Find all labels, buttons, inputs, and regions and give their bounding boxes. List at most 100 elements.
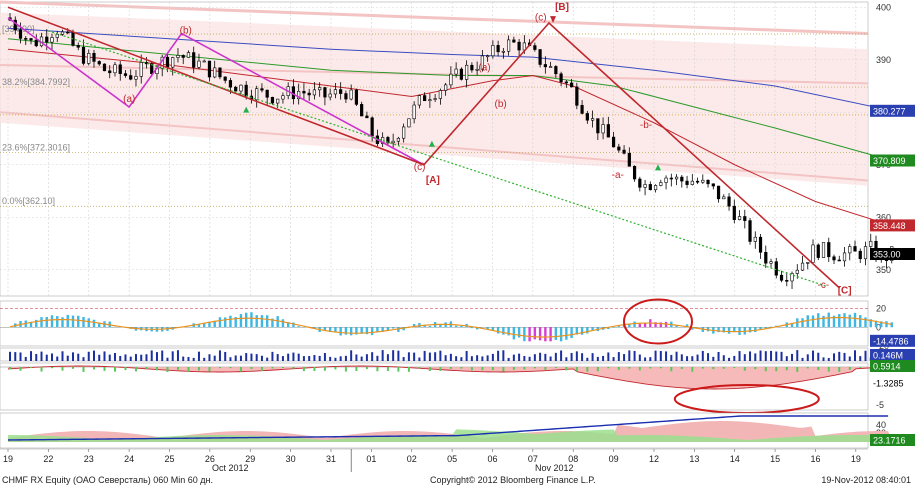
oscillator-tag-text: -14.4786 xyxy=(873,336,909,346)
volume-bar xyxy=(449,353,452,361)
volume-bar xyxy=(260,355,263,361)
candle-body xyxy=(664,177,668,183)
oscillator-bar xyxy=(748,327,752,333)
x-tick-label-16: 12 xyxy=(649,454,659,464)
volume-bar xyxy=(360,356,363,361)
oscillator-bar xyxy=(360,327,363,334)
volume-bar xyxy=(544,353,547,361)
oscillator-bar xyxy=(224,317,227,328)
oscillator-bar xyxy=(365,327,369,335)
candle-body xyxy=(549,66,553,68)
oscillator-bar xyxy=(61,317,64,328)
volume-bar xyxy=(423,350,426,361)
candle-body xyxy=(449,73,453,86)
momentum-green-bar xyxy=(124,367,127,371)
oscillator-bars xyxy=(8,312,893,342)
oscillator-bar xyxy=(638,323,642,328)
candle-body xyxy=(601,124,605,134)
momentum-tag-green-text: 0.5914 xyxy=(873,362,901,372)
momentum-green-bar xyxy=(218,367,221,369)
volume-bar xyxy=(596,356,599,361)
oscillator-bar xyxy=(386,327,390,331)
volume-bar xyxy=(791,353,794,361)
magenta-wave-line xyxy=(7,17,425,166)
x-tick-label-19: 15 xyxy=(770,454,780,464)
volume-bar xyxy=(108,354,111,361)
price-tick-label-0: 350 xyxy=(876,265,891,275)
volume-bar xyxy=(334,357,337,361)
candle-body xyxy=(318,87,322,91)
wave-label-10: -c- xyxy=(818,280,830,291)
momentum-tag-red-bg xyxy=(870,377,915,389)
candle-body xyxy=(680,176,684,182)
oscillator-bar xyxy=(817,313,820,328)
candle-body xyxy=(118,64,122,74)
momentum-green-bar xyxy=(344,367,347,372)
oscillator-bar xyxy=(885,321,888,328)
oscillator-bar xyxy=(486,327,489,329)
oscillator-bar xyxy=(475,327,479,330)
momentum-green-bar xyxy=(418,367,421,369)
green-up-marker-1 xyxy=(428,140,435,147)
candle-body xyxy=(517,41,521,51)
x-tick-label-6: 29 xyxy=(245,454,255,464)
oscillator-bar xyxy=(853,312,857,328)
candle-body xyxy=(244,84,248,97)
candle-body xyxy=(564,81,568,84)
wave-label-0: (a) xyxy=(123,94,135,105)
candle-body xyxy=(281,95,285,100)
volume-bar xyxy=(628,350,631,361)
oscillator-bar xyxy=(218,317,222,328)
month-label-0: Oct 2012 xyxy=(212,463,249,473)
volume-bar xyxy=(397,350,400,361)
volume-bar xyxy=(30,351,33,361)
volume-bar xyxy=(717,351,720,361)
price-panel: 350360370380390400[394.90]38.2%[384.7992… xyxy=(0,0,915,296)
volume-bar xyxy=(539,352,542,361)
volume-bar xyxy=(827,357,830,361)
oscillator-bar xyxy=(559,327,563,342)
volume-bar xyxy=(119,355,122,361)
candle-body xyxy=(50,37,54,43)
candle-body xyxy=(181,55,185,58)
momentum-tag-green: 0.5914 xyxy=(870,360,915,372)
volume-bar xyxy=(292,352,295,361)
volume-bar xyxy=(323,353,326,361)
candle-body xyxy=(806,262,810,264)
oscillator-bar xyxy=(87,318,90,328)
wave-label-6: (c) xyxy=(535,12,547,23)
x-tick-label-11: 05 xyxy=(447,454,457,464)
price-tag-3-bg xyxy=(870,248,915,260)
x-tick-label-12: 06 xyxy=(487,454,497,464)
candle-body xyxy=(743,216,747,221)
candle-body xyxy=(695,180,700,183)
volume-bar xyxy=(381,350,384,361)
momentum-green-bar xyxy=(754,367,757,370)
oscillator-bar xyxy=(843,313,846,328)
candle-body xyxy=(606,124,610,138)
volume-tag: 0.146M xyxy=(870,349,915,361)
candle-body xyxy=(659,182,663,186)
volume-bar xyxy=(712,356,715,361)
volume-bar xyxy=(686,356,689,361)
oscillator-bar xyxy=(722,327,725,333)
volume-panel: 0.146M xyxy=(0,347,915,362)
momentum-green-bar xyxy=(554,367,557,369)
osc-tick-label-0: 20 xyxy=(876,304,886,314)
volume-bar xyxy=(428,352,431,361)
volume-bar xyxy=(281,356,284,361)
volume-bar xyxy=(565,357,568,361)
volume-bar xyxy=(150,350,153,361)
momentum-green-bar xyxy=(103,367,106,371)
candle-body xyxy=(297,90,301,100)
volume-bar xyxy=(371,352,374,361)
candle-body xyxy=(239,84,243,92)
oscillator-bar xyxy=(591,327,594,331)
x-tick-label-1: 22 xyxy=(43,454,53,464)
price-tag-0-text: 380.277 xyxy=(873,106,906,116)
x-tick-label-17: 13 xyxy=(689,454,699,464)
oscillator-bar xyxy=(544,327,547,342)
volume-bar xyxy=(103,351,106,361)
volume-bar xyxy=(239,355,242,361)
candle-body xyxy=(785,280,789,282)
